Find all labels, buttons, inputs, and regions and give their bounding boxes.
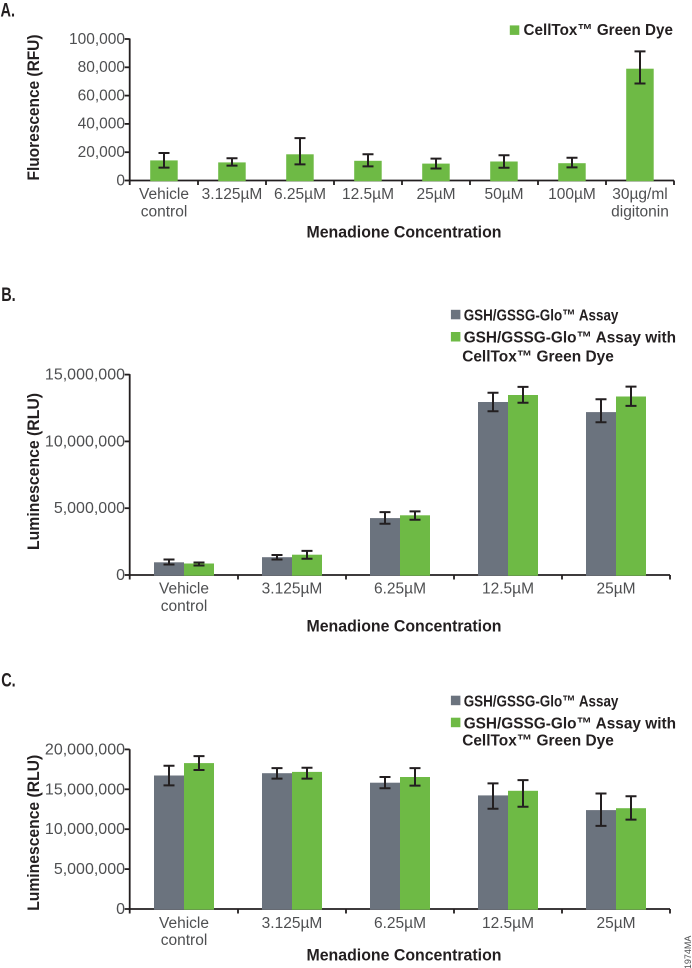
svg-text:Fluorescence (RFU): Fluorescence (RFU) [24,35,43,181]
svg-text:11974MA: 11974MA [683,936,692,968]
svg-text:3.125µM: 3.125µM [262,581,323,598]
svg-text:Menadione Concentration: Menadione Concentration [307,946,502,965]
svg-text:GSH/GSSG-Glo™ Assay: GSH/GSSG-Glo™ Assay [464,693,619,710]
svg-text:60,000: 60,000 [78,87,126,104]
svg-text:0: 0 [116,901,125,918]
svg-text:10,000,000: 10,000,000 [45,821,125,838]
svg-text:digitonin: digitonin [611,204,669,221]
svg-text:Vehicle: Vehicle [159,915,209,932]
svg-text:C.: C. [1,671,16,692]
svg-text:10,000,000: 10,000,000 [45,433,125,450]
svg-text:15,000,000: 15,000,000 [45,367,125,384]
svg-text:control: control [141,204,188,221]
svg-text:12.5µM: 12.5µM [482,581,534,598]
svg-text:Menadione Concentration: Menadione Concentration [307,617,502,636]
svg-text:A.: A. [1,1,16,22]
svg-text:15,000,000: 15,000,000 [45,781,125,798]
svg-text:6.25µM: 6.25µM [374,581,426,598]
svg-text:80,000: 80,000 [78,59,126,76]
svg-text:30µg/ml: 30µg/ml [612,186,667,203]
svg-text:3.125µM: 3.125µM [202,186,263,203]
svg-text:6.25µM: 6.25µM [274,186,326,203]
svg-text:5,000,000: 5,000,000 [54,500,125,517]
svg-text:GSH/GSSG-Glo™ Assay: GSH/GSSG-Glo™ Assay [464,307,619,324]
svg-text:20,000,000: 20,000,000 [45,741,125,758]
svg-text:CellTox™ Green Dye: CellTox™ Green Dye [462,733,614,750]
svg-text:50µM: 50µM [484,186,523,203]
svg-text:0: 0 [116,567,125,584]
svg-text:3.125µM: 3.125µM [262,915,323,932]
svg-text:Vehicle: Vehicle [139,186,189,203]
svg-text:Vehicle: Vehicle [159,581,209,598]
svg-text:25µM: 25µM [596,915,635,932]
svg-text:Luminescence (RLU): Luminescence (RLU) [24,393,43,550]
svg-text:100µM: 100µM [548,186,596,203]
svg-text:control: control [161,598,208,615]
svg-text:12.5µM: 12.5µM [342,186,394,203]
svg-text:GSH/GSSG-Glo™ Assay with: GSH/GSSG-Glo™ Assay with [464,330,676,347]
svg-text:control: control [161,932,208,949]
svg-text:Menadione Concentration: Menadione Concentration [307,222,502,241]
svg-text:5,000,000: 5,000,000 [54,861,125,878]
svg-text:25µM: 25µM [416,186,455,203]
svg-text:20,000: 20,000 [78,144,126,161]
svg-text:40,000: 40,000 [78,116,126,133]
svg-text:Luminescence (RLU): Luminescence (RLU) [24,755,43,911]
svg-text:100,000: 100,000 [69,31,125,48]
svg-text:B.: B. [1,285,16,306]
svg-text:0: 0 [116,172,125,189]
svg-text:12.5µM: 12.5µM [482,915,534,932]
svg-text:CellTox™ Green Dye: CellTox™ Green Dye [462,349,614,366]
svg-text:GSH/GSSG-Glo™ Assay with: GSH/GSSG-Glo™ Assay with [464,715,676,732]
svg-text:6.25µM: 6.25µM [374,915,426,932]
svg-text:25µM: 25µM [596,581,635,598]
svg-text:CellTox™ Green Dye: CellTox™ Green Dye [524,22,674,39]
